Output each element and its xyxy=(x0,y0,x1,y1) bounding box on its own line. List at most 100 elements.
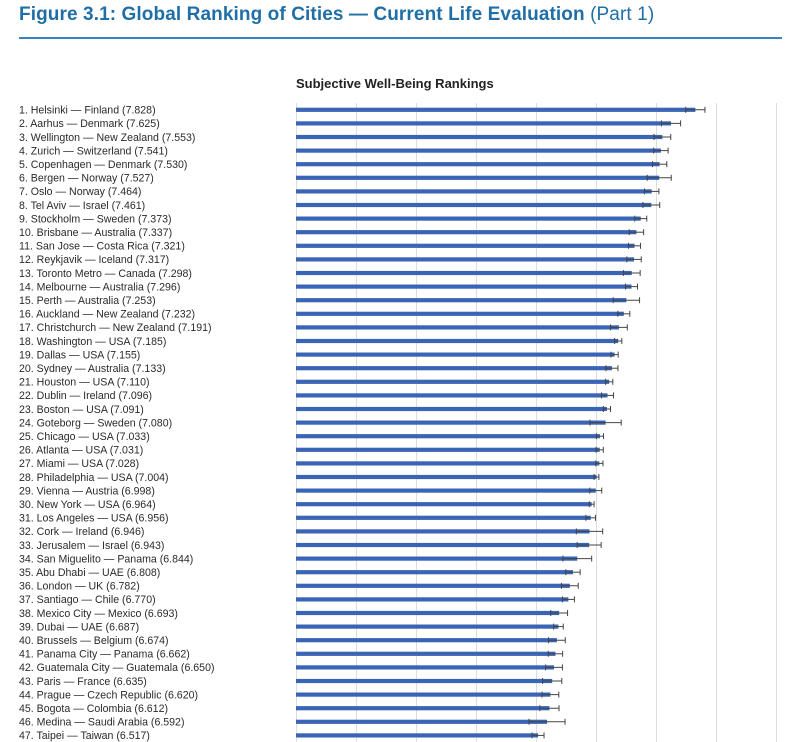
bar xyxy=(296,393,608,398)
category-label: 1. Helsinki — Finland (7.828) xyxy=(19,105,156,117)
bar xyxy=(296,257,635,262)
category-label: 2. Aarhus — Denmark (7.625) xyxy=(19,118,160,130)
bar xyxy=(296,379,610,384)
category-label: 29. Vienna — Austria (6.998) xyxy=(19,485,155,497)
category-label: 46. Medina — Saudi Arabia (6.592) xyxy=(19,717,184,729)
bar xyxy=(296,352,615,357)
bar xyxy=(296,325,619,330)
category-label: 15. Perth — Australia (7.253) xyxy=(19,295,156,307)
category-label: 35. Abu Dhabi — UAE (6.808) xyxy=(19,567,160,579)
bar xyxy=(296,121,671,126)
category-label: 6. Bergen — Norway (7.527) xyxy=(19,173,154,185)
category-label: 36. London — UK (6.782) xyxy=(19,581,140,593)
bar xyxy=(296,529,590,534)
bar xyxy=(296,488,596,493)
category-label: 21. Houston — USA (7.110) xyxy=(19,377,150,389)
bar xyxy=(296,610,560,616)
category-label: 43. Paris — France (6.635) xyxy=(19,676,147,688)
bar xyxy=(296,230,637,235)
category-label: 13. Toronto Metro — Canada (7.298) xyxy=(19,268,192,280)
figure-title-part: (Part 1) xyxy=(590,4,655,25)
category-label: 45. Bogota — Colombia (6.612) xyxy=(19,703,168,715)
figure-title-main: Figure 3.1: Global Ranking of Cities — C… xyxy=(19,4,585,25)
bar xyxy=(296,556,578,561)
category-label: 17. Christchurch — New Zealand (7.191) xyxy=(19,322,212,334)
category-label: 12. Reykjavik — Iceland (7.317) xyxy=(19,254,169,266)
category-label: 44. Prague — Czech Republic (6.620) xyxy=(19,689,198,701)
bar xyxy=(296,570,573,575)
bar xyxy=(296,216,641,221)
category-label: 20. Sydney — Australia (7.133) xyxy=(19,363,166,375)
category-label: 38. Mexico City — Mexico (6.693) xyxy=(19,608,178,620)
category-label: 24. Goteborg — Sweden (7.080) xyxy=(19,417,172,429)
bar xyxy=(296,719,548,724)
bar xyxy=(296,651,556,656)
bar xyxy=(296,243,635,248)
bar xyxy=(296,447,600,452)
bar xyxy=(296,134,663,140)
bar xyxy=(296,189,652,194)
bar xyxy=(296,420,606,425)
category-label: 26. Atlanta — USA (7.031) xyxy=(19,445,143,457)
category-label: 42. Guatemala City — Guatemala (6.650) xyxy=(19,662,215,674)
bar xyxy=(296,270,632,276)
category-label: 32. Cork — Ireland (6.946) xyxy=(19,526,144,538)
category-label: 10. Brisbane — Australia (7.337) xyxy=(19,227,172,239)
bar xyxy=(296,502,592,507)
bar xyxy=(296,148,661,153)
bar xyxy=(296,678,553,684)
bar xyxy=(296,706,550,711)
chart-title: Subjective Well-Being Rankings xyxy=(296,76,494,91)
bar xyxy=(296,162,660,167)
category-label: 5. Copenhagen — Denmark (7.530) xyxy=(19,159,187,171)
category-label: 18. Washington — USA (7.185) xyxy=(19,336,166,348)
category-label: 14. Melbourne — Australia (7.296) xyxy=(19,281,180,293)
bar xyxy=(296,175,660,180)
bar xyxy=(296,284,632,289)
bar xyxy=(296,583,570,588)
category-label: 28. Philadelphia — USA (7.004) xyxy=(19,472,169,484)
bar xyxy=(296,461,600,466)
bar xyxy=(296,202,652,208)
category-label: 41. Panama City — Panama (6.662) xyxy=(19,649,190,661)
category-label: 23. Boston — USA (7.091) xyxy=(19,404,144,416)
bar xyxy=(296,406,607,412)
bar xyxy=(296,515,591,520)
category-label: 47. Taipei — Taiwan (6.517) xyxy=(19,730,150,742)
category-label: 9. Stockholm — Sweden (7.373) xyxy=(19,213,172,225)
bar xyxy=(296,107,696,112)
category-label: 3. Wellington — New Zealand (7.553) xyxy=(19,132,195,144)
category-label: 22. Dublin — Ireland (7.096) xyxy=(19,390,152,402)
title-divider xyxy=(19,37,782,39)
bar xyxy=(296,338,619,344)
bar xyxy=(296,733,539,738)
category-label: 33. Jerusalem — Israel (6.943) xyxy=(19,540,164,552)
category-label: 11. San Jose — Costa Rica (7.321) xyxy=(19,241,185,253)
bar xyxy=(296,298,627,303)
category-label: 40. Brussels — Belgium (6.674) xyxy=(19,635,169,647)
bar xyxy=(296,597,569,602)
bar xyxy=(296,692,551,697)
bar xyxy=(296,474,597,480)
category-label: 37. Santiago — Chile (6.770) xyxy=(19,594,156,606)
category-label: 31. Los Angeles — USA (6.956) xyxy=(19,513,169,525)
category-label: 30. New York — USA (6.964) xyxy=(19,499,156,511)
figure-title: Figure 3.1: Global Ranking of Cities — C… xyxy=(19,4,654,26)
category-label: 4. Zurich — Switzerland (7.541) xyxy=(19,145,168,157)
bar xyxy=(296,665,554,670)
category-label: 25. Chicago — USA (7.033) xyxy=(19,431,150,443)
bar xyxy=(296,366,612,371)
category-label: 7. Oslo — Norway (7.464) xyxy=(19,186,141,198)
category-label: 8. Tel Aviv — Israel (7.461) xyxy=(19,200,145,212)
category-label: 19. Dallas — USA (7.155) xyxy=(19,349,140,361)
category-label: 39. Dubai — UAE (6.687) xyxy=(19,621,139,633)
bar xyxy=(296,311,624,316)
category-label: 16. Auckland — New Zealand (7.232) xyxy=(19,309,195,321)
bar xyxy=(296,542,590,548)
bar xyxy=(296,624,559,629)
bar xyxy=(296,638,557,643)
bar xyxy=(296,434,600,439)
category-label: 27. Miami — USA (7.028) xyxy=(19,458,139,470)
category-label: 34. San Miguelito — Panama (6.844) xyxy=(19,553,193,565)
